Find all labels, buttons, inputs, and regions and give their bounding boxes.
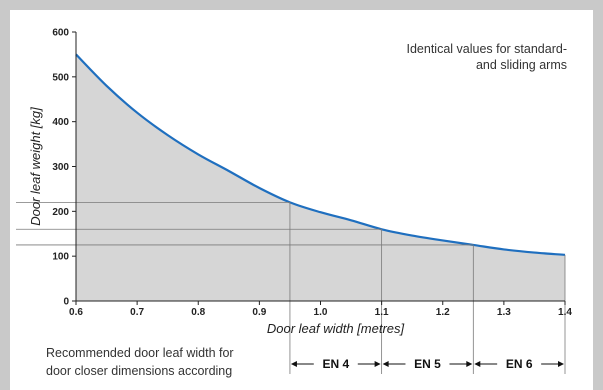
y-tick-label-3: 300 xyxy=(52,162,69,173)
en-label-1: EN 5 xyxy=(414,357,441,371)
x-tick-label-6: 1.2 xyxy=(436,307,450,318)
en-arrowhead-left-2 xyxy=(474,361,481,367)
x-tick-label-5: 1.1 xyxy=(375,307,389,318)
x-tick-label-8: 1.4 xyxy=(558,307,572,318)
en-arrowhead-right-1 xyxy=(466,361,473,367)
x-axis-title: Door leaf width [metres] xyxy=(267,321,405,336)
area-fill xyxy=(76,54,565,301)
y-tick-label-0: 0 xyxy=(63,297,69,308)
note-line-0: Recommended door leaf width for xyxy=(46,346,234,360)
x-tick-label-2: 0.8 xyxy=(191,307,205,318)
y-tick-label-1: 100 xyxy=(52,252,69,263)
x-tick-label-3: 0.9 xyxy=(252,307,266,318)
en-arrowhead-right-0 xyxy=(374,361,381,367)
x-tick-label-1: 0.7 xyxy=(130,307,144,318)
y-tick-label-2: 200 xyxy=(52,207,69,218)
chart-panel: 0 100 200 300 400 500 600 0.6 0.7 0.8 0.9 1.0 1.1 1.2… xyxy=(10,10,593,390)
door-weight-chart: 0 100 200 300 400 500 600 0.6 0.7 0.8 0.9 1.0 1.1 1.2… xyxy=(16,28,572,378)
en-arrowhead-left-0 xyxy=(290,361,297,367)
x-tick-label-4: 1.0 xyxy=(314,307,328,318)
x-tick-label-7: 1.3 xyxy=(497,307,511,318)
y-tick-label-6: 600 xyxy=(52,28,69,39)
en-arrowhead-left-1 xyxy=(382,361,389,367)
annotation-line-1: and sliding arms xyxy=(476,58,567,72)
y-axis-title: Door leaf weight [kg] xyxy=(28,107,43,226)
y-tick-label-5: 500 xyxy=(52,72,69,83)
en-arrowhead-right-2 xyxy=(558,361,564,367)
en-label-0: EN 4 xyxy=(322,357,349,371)
en-label-2: EN 6 xyxy=(506,357,533,371)
annotation-line-0: Identical values for standard- xyxy=(406,42,567,56)
weight-curve xyxy=(75,53,566,256)
x-tick-label-0: 0.6 xyxy=(69,307,83,318)
note-line-1: door closer dimensions according xyxy=(46,364,232,378)
y-tick-label-4: 400 xyxy=(52,117,69,128)
